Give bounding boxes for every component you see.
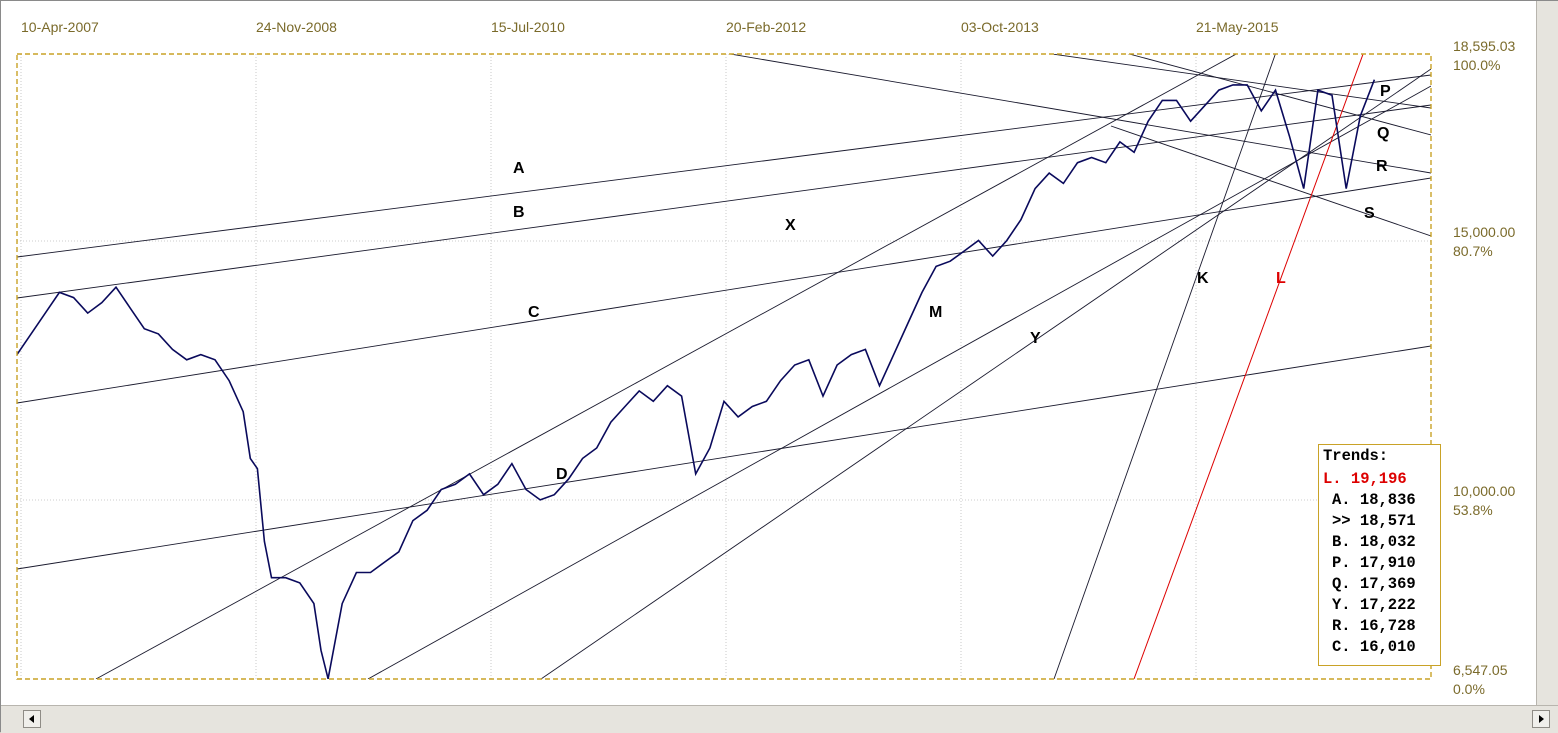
trendline-label-x: X bbox=[785, 217, 796, 234]
trendline-label-p: P bbox=[1380, 83, 1391, 100]
trendline-a bbox=[17, 74, 1431, 258]
trendline-l bbox=[1133, 54, 1364, 679]
trendline-q bbox=[1127, 54, 1431, 136]
y-tick-value: 18,595.03 bbox=[1453, 38, 1515, 54]
y-tick-value: 10,000.00 bbox=[1453, 483, 1515, 499]
y-tick-pct: 53.8% bbox=[1453, 502, 1493, 518]
trendline-label-m: M bbox=[929, 304, 942, 321]
trends-row: R. 16,728 bbox=[1332, 617, 1416, 635]
trends-row: P. 17,910 bbox=[1332, 554, 1416, 572]
trendline-label-a: A bbox=[513, 160, 525, 177]
y-tick-pct: 80.7% bbox=[1453, 243, 1493, 259]
x-tick-labels: 10-Apr-2007 24-Nov-2008 15-Jul-2010 20-Feb-… bbox=[21, 19, 1279, 35]
y-tick-value: 15,000.00 bbox=[1453, 224, 1515, 240]
y-tick-pct: 0.0% bbox=[1453, 681, 1485, 697]
scroll-left-button[interactable] bbox=[23, 710, 41, 728]
arrow-right-icon bbox=[1539, 715, 1544, 723]
trendline-m bbox=[367, 85, 1431, 679]
trendline-label-l: L bbox=[1276, 270, 1286, 287]
chart-canvas: 10-Apr-2007 24-Nov-2008 15-Jul-2010 20-Feb-… bbox=[16, 19, 1515, 697]
trendline-label-b: B bbox=[513, 204, 525, 221]
trendline-label-s: S bbox=[1364, 205, 1375, 222]
trendline-label-c: C bbox=[528, 304, 540, 321]
x-tick-label: 20-Feb-2012 bbox=[726, 19, 806, 35]
x-tick-label: 10-Apr-2007 bbox=[21, 19, 99, 35]
trendline-y bbox=[540, 68, 1431, 679]
x-tick-label: 24-Nov-2008 bbox=[256, 19, 337, 35]
trendlines bbox=[17, 54, 1431, 679]
x-tick-label: 03-Oct-2013 bbox=[961, 19, 1039, 35]
trends-row: B. 18,032 bbox=[1332, 533, 1416, 551]
x-tick-label: 21-May-2015 bbox=[1196, 19, 1279, 35]
trends-panel: Trends: L. 19,196 A. 18,836 >> 18,571 B. 18… bbox=[1318, 444, 1441, 666]
plot-area-border bbox=[16, 53, 1432, 680]
trendline-labels: A B C D X M Y K L P QR S bbox=[513, 83, 1391, 483]
y-tick-labels: 18,595.03 100.0% 15,000.00 80.7% 10,000.00 53… bbox=[1453, 38, 1515, 697]
trendline-b bbox=[17, 104, 1431, 299]
trends-row: Y. 17,222 bbox=[1332, 596, 1416, 614]
trends-row: C. 16,010 bbox=[1332, 638, 1416, 656]
trendline-p bbox=[1049, 54, 1431, 109]
arrow-left-icon bbox=[29, 715, 34, 723]
trends-row: L. 19,196 bbox=[1323, 470, 1407, 488]
price-series-line bbox=[17, 79, 1376, 679]
trends-row: Q. 17,369 bbox=[1332, 575, 1416, 593]
y-tick-pct: 100.0% bbox=[1453, 57, 1500, 73]
trends-title: Trends: bbox=[1323, 447, 1389, 465]
trendline-label-k: K bbox=[1197, 270, 1209, 287]
scroll-right-button[interactable] bbox=[1532, 710, 1550, 728]
trendline-s bbox=[1110, 125, 1431, 237]
x-tick-label: 15-Jul-2010 bbox=[491, 19, 565, 35]
trendline-x bbox=[95, 54, 1238, 679]
horizontal-scrollbar[interactable] bbox=[1, 705, 1558, 733]
trends-row: >> 18,571 bbox=[1332, 512, 1416, 530]
y-tick-value: 6,547.05 bbox=[1453, 662, 1508, 678]
x-gridlines bbox=[20, 54, 1197, 679]
trendline-label-r: R bbox=[1376, 158, 1388, 175]
trendline-d bbox=[17, 345, 1431, 570]
y-gridlines bbox=[17, 240, 1431, 501]
trendline-k bbox=[1053, 54, 1276, 679]
trendline-label-q: Q bbox=[1377, 125, 1389, 142]
trendline-c bbox=[17, 177, 1431, 404]
trendline-label-y: Y bbox=[1030, 330, 1041, 347]
trendline-label-d: D bbox=[556, 466, 568, 483]
vertical-scrollbar[interactable] bbox=[1536, 1, 1558, 705]
trends-row: A. 18,836 bbox=[1332, 491, 1416, 509]
